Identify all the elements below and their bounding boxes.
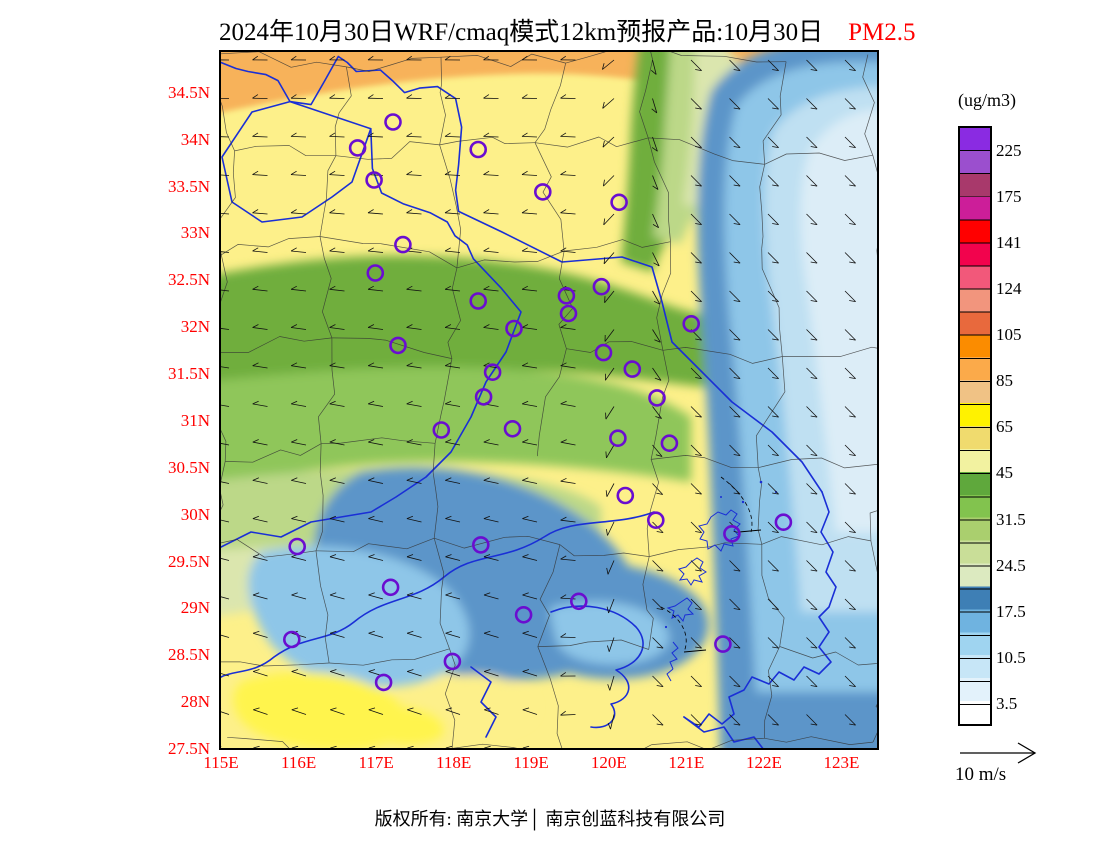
svg-text:10 m/s: 10 m/s — [955, 764, 1006, 783]
